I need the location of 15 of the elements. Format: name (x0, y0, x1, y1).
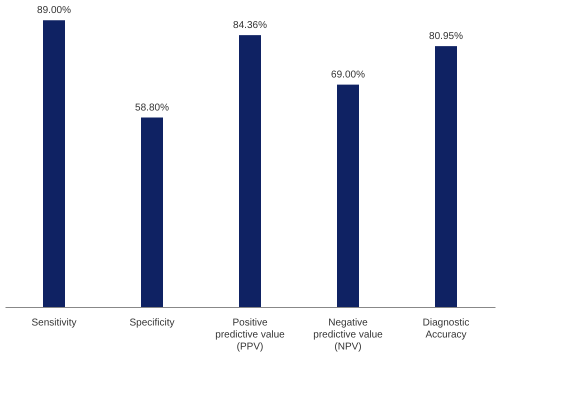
x-tick-label: Negative predictive value (NPV) (313, 318, 384, 352)
data-label: 89.00% (37, 5, 72, 16)
data-label: 84.36% (233, 20, 268, 32)
data-label: 80.95% (429, 31, 464, 42)
bar (435, 46, 457, 307)
bar (43, 20, 65, 307)
data-label: 58.80% (135, 102, 170, 114)
bar (141, 118, 163, 307)
x-tick-label: Sensitivity (31, 318, 77, 328)
x-tick-label: Diagnostic Accuracy (422, 318, 470, 340)
x-tick-label: Specificity (129, 318, 175, 328)
x-tick-label: Positive predictive value (PPV) (215, 318, 286, 352)
bar (337, 84, 359, 307)
bar (239, 35, 261, 307)
data-label: 69.00% (331, 70, 366, 81)
